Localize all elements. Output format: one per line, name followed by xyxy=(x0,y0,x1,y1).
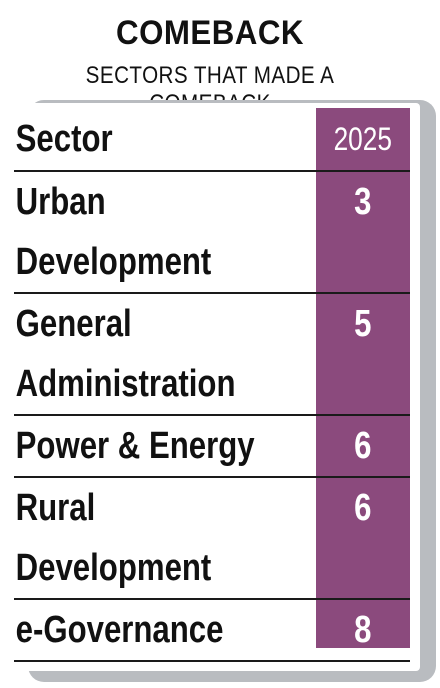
sector-name-line: Development xyxy=(15,241,212,283)
sector-name-line: Administration xyxy=(15,363,236,405)
sector-name: Rural Development xyxy=(14,478,262,598)
table-row: Power & Energy 6 xyxy=(14,416,410,478)
sectors-table: Sector 2025 Urban Development 3 General … xyxy=(14,108,410,662)
column-header-year: 2025 xyxy=(334,121,393,157)
sector-name-line: Urban xyxy=(15,181,106,223)
table-row: General Administration 5 xyxy=(14,294,410,416)
sector-value: 6 xyxy=(354,487,372,529)
table-row: Rural Development 6 xyxy=(14,478,410,600)
year-column-highlight xyxy=(316,108,410,648)
table-row: e-Governance 8 xyxy=(14,600,410,662)
sector-name: General Administration xyxy=(14,294,262,414)
sector-name: Power & Energy xyxy=(14,416,262,476)
sector-value: 3 xyxy=(354,181,372,223)
sector-value: 6 xyxy=(354,425,372,467)
sector-name-line: Development xyxy=(15,547,212,589)
sector-name: Urban Development xyxy=(14,172,262,292)
table-header-row: Sector 2025 xyxy=(14,108,410,172)
table-row: Urban Development 3 xyxy=(14,172,410,294)
column-header-sector: Sector xyxy=(15,118,113,160)
sector-name: e-Governance xyxy=(14,600,262,660)
sector-name-line: Rural xyxy=(15,487,96,529)
page-title: COMEBACK xyxy=(116,14,304,52)
sector-value: 8 xyxy=(354,609,372,651)
sector-name-line: Power & Energy xyxy=(15,425,255,467)
sector-name-line: e-Governance xyxy=(15,609,224,651)
sector-value: 5 xyxy=(354,303,372,345)
sector-name-line: General xyxy=(15,303,132,345)
